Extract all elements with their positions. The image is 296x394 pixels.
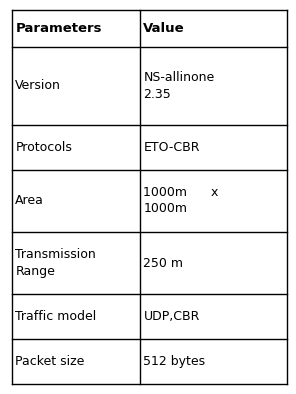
Text: Value: Value	[143, 22, 185, 35]
Text: Parameters: Parameters	[15, 22, 102, 35]
Text: 512 bytes: 512 bytes	[143, 355, 205, 368]
Text: 1000m      x
1000m: 1000m x 1000m	[143, 186, 219, 216]
Text: ETO-CBR: ETO-CBR	[143, 141, 200, 154]
Text: Traffic model: Traffic model	[15, 310, 96, 323]
Text: Packet size: Packet size	[15, 355, 85, 368]
Text: Area: Area	[15, 194, 44, 207]
Text: Protocols: Protocols	[15, 141, 72, 154]
Text: NS-allinone
2.35: NS-allinone 2.35	[143, 71, 215, 101]
Text: 250 m: 250 m	[143, 256, 184, 269]
Text: Transmission
Range: Transmission Range	[15, 248, 96, 278]
Text: UDP,CBR: UDP,CBR	[143, 310, 200, 323]
Text: Version: Version	[15, 80, 61, 93]
